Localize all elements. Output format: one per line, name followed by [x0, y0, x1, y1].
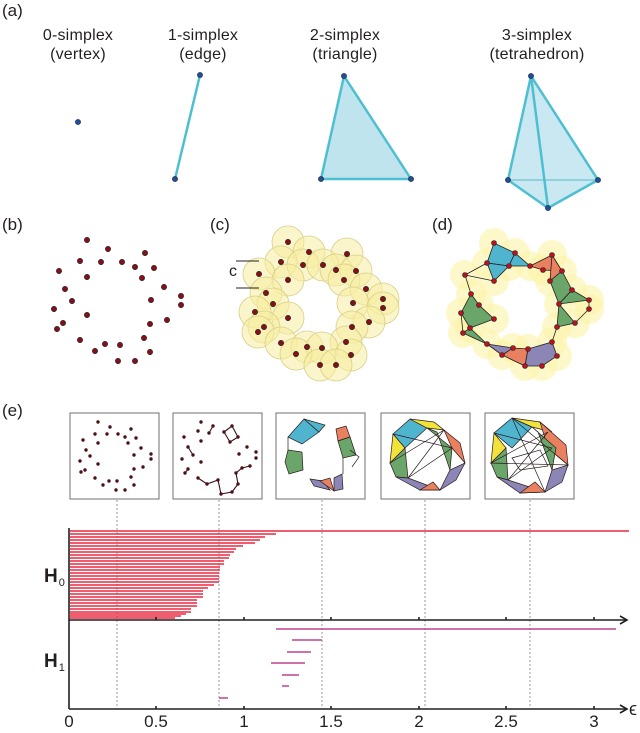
h1-letter: H: [44, 651, 58, 672]
simplex-0-subtitle: (vertex): [50, 46, 106, 63]
point-cloud-b: [51, 237, 184, 364]
x-tick-0: 0: [64, 712, 74, 731]
x-tick-1: 1: [239, 712, 249, 731]
snapshot-4-complex: [389, 418, 466, 491]
panel-b-label: (b): [2, 215, 23, 234]
vertex-simplex: [75, 119, 81, 125]
snapshot-2-points: [180, 420, 258, 496]
x-tick-0.5: 0.5: [144, 712, 168, 731]
h0-subscript: 0: [58, 577, 65, 589]
simplex-3-subtitle: (tetrahedron): [489, 46, 585, 63]
h1-label: H1: [44, 652, 65, 678]
simplex-1-title: 1-simplex (edge): [133, 26, 273, 64]
h1-bars: [219, 628, 616, 699]
balls-c: [238, 225, 400, 382]
simplex-3-name: 3-simplex: [501, 27, 573, 44]
snapshot-5-complex: [489, 417, 569, 494]
snapshot-3-complex: [284, 418, 360, 492]
radius-label: c: [229, 263, 237, 280]
x-tick-2: 2: [414, 712, 424, 731]
simplex-2-subtitle: (triangle): [312, 46, 378, 63]
h0-label: H0: [44, 567, 65, 593]
tetrahedron-simplex: [505, 73, 601, 211]
x-tick-1.5: 1.5: [319, 712, 343, 731]
edge-simplex: [172, 72, 203, 182]
panel-e-label: (e): [2, 401, 23, 420]
triangle-simplex: [318, 73, 414, 182]
radius-marker-c: [236, 260, 259, 289]
panel-c-label: (c): [210, 215, 230, 234]
x-tick-3: 3: [589, 712, 599, 731]
panel-d-label: (d): [432, 215, 453, 234]
snapshot-guides: [116, 500, 531, 708]
barcode-axes: [68, 528, 629, 714]
h0-letter: H: [44, 566, 58, 587]
h0-bars: [70, 530, 629, 619]
h1-subscript: 1: [58, 662, 65, 674]
faces-d: [460, 242, 591, 367]
x-axis-epsilon-label: ϵ: [629, 699, 637, 719]
simplex-2-title: 2-simplex (triangle): [275, 26, 415, 64]
simplex-0-title: 0-simplex (vertex): [8, 26, 148, 64]
simplex-1-subtitle: (edge): [179, 46, 227, 63]
simplex-3-title: 3-simplex (tetrahedron): [467, 26, 607, 64]
points-d: [458, 240, 592, 369]
panel-a-label: (a): [2, 1, 23, 20]
point-cloud-c: [252, 239, 386, 368]
simplex-1-name: 1-simplex: [167, 27, 239, 44]
simplex-0-name: 0-simplex: [42, 27, 114, 44]
simplex-2-name: 2-simplex: [309, 27, 381, 44]
x-tick-2.5: 2.5: [494, 712, 518, 731]
snapshot-1-points: [78, 420, 153, 492]
